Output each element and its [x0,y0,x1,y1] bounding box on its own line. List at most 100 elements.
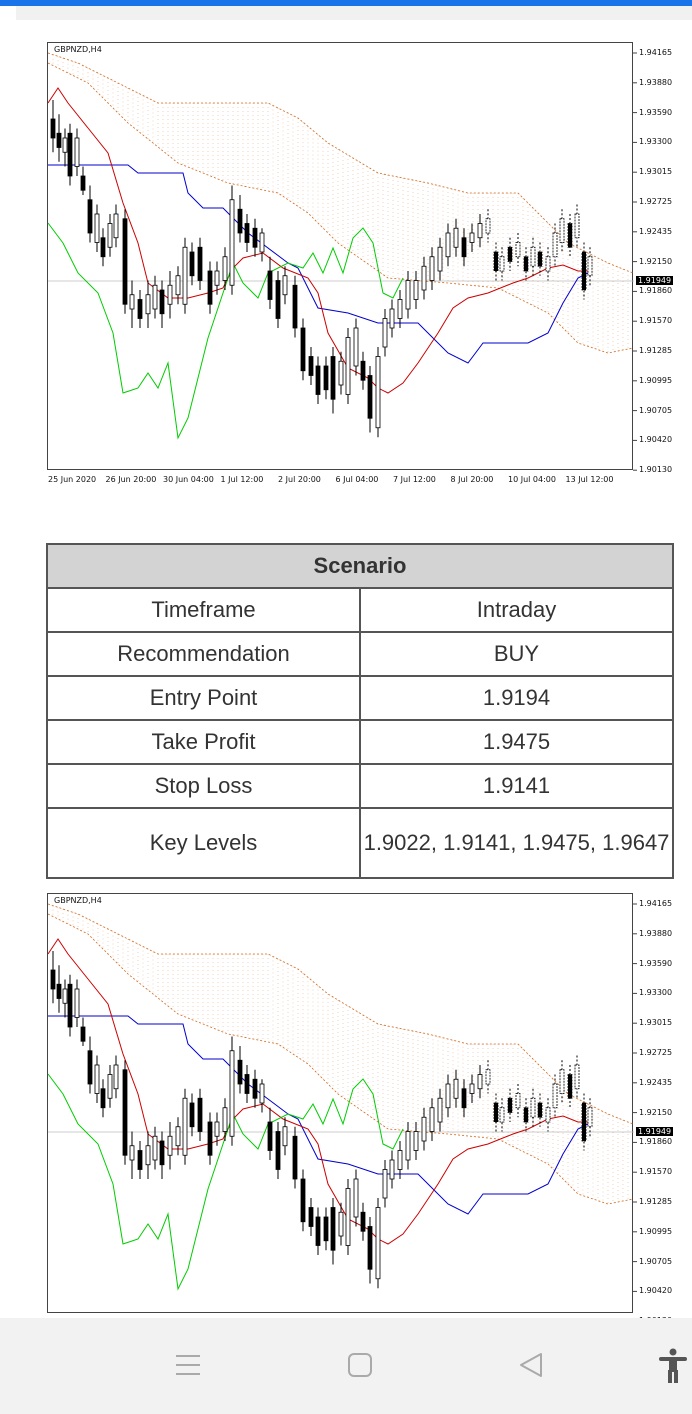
candle-body [574,1064,580,1090]
candle-body [137,299,143,319]
candle-body [375,1207,381,1280]
candle-body [62,137,68,153]
candle-body [469,1083,475,1094]
scenario-table: Scenario Timeframe Intraday Recommendatio… [46,543,674,879]
candle-body [353,327,359,367]
candle-body [360,360,366,381]
candle-body [197,246,203,281]
candle-body [189,1102,195,1128]
candle-body [367,375,373,419]
candle-body [323,365,329,391]
candle-body [175,1126,181,1147]
candle-body [552,1083,558,1109]
candle-body [94,213,100,243]
candle-body [545,256,551,272]
candle-body [523,1107,529,1123]
candle-body [275,280,281,319]
cloud-span-a [47,903,634,1125]
candle-body [229,199,235,286]
x-tick-label: 7 Jul 12:00 [393,475,436,484]
base-line [47,87,588,394]
candle-body [259,232,265,253]
candle-body [275,1131,281,1170]
candle-body [145,294,151,315]
chart-title: GBPNZD,H4 [54,45,102,54]
candle-body [413,280,419,300]
row-value: 1.9194 [359,675,674,721]
candle-body [107,1074,113,1099]
candle-body [300,1178,306,1223]
candle-body [552,232,558,258]
current-price-tag: 1.91949 [636,1127,674,1136]
candle-body [353,1178,359,1218]
candle-body [397,1150,403,1170]
y-tick-label: 1.92725 [639,1048,673,1057]
candle-body [113,213,119,239]
y-tick-label: 1.90130 [639,465,673,475]
candle-body [182,246,188,305]
row-value: BUY [359,631,674,677]
table-row: Timeframe Intraday [46,587,674,633]
x-tick-label: 25 Jun 2020 [48,475,97,484]
candle-body [292,284,298,329]
accessibility-icon[interactable] [657,1348,689,1384]
candle-body [282,1126,288,1147]
candle-body [413,1131,419,1151]
x-tick-label: 8 Jul 20:00 [450,475,494,484]
candle-body [437,1097,443,1123]
candle-body [100,237,106,258]
candle-body [445,232,451,258]
candle-body [453,227,459,248]
candle-body [300,327,306,372]
candle-body [167,284,173,305]
candle-body [56,983,62,999]
candle-body [207,1121,213,1156]
candle-body [382,318,388,348]
candle-body [244,1074,250,1094]
candle-body [74,137,80,167]
home-square-icon[interactable] [347,1352,373,1378]
y-tick-label: 1.91570 [639,1167,673,1177]
candle-body [50,118,56,139]
candle-body [237,1059,243,1085]
y-tick-label: 1.91570 [639,316,673,326]
candle-body [338,1211,344,1237]
candle-body [499,1107,505,1123]
y-tick-label: 1.94165 [639,48,673,57]
candle-body [129,294,135,310]
cloud-span-b [47,913,634,1205]
system-navigation-bar [0,1318,692,1414]
y-tick-label: 1.94165 [639,899,673,908]
candle-body [453,1078,459,1099]
candle-body [530,246,536,267]
candle-body [338,360,344,386]
chart-plot [47,52,637,471]
candle-body [197,1097,203,1132]
candle-body [315,1216,321,1246]
candle-body [345,1188,351,1246]
row-value: 1.9475 [359,719,674,765]
candle-body [587,256,593,277]
candle-body [107,223,113,248]
candle-body [159,1140,165,1166]
menu-icon[interactable] [175,1352,201,1378]
y-tick-label: 1.91285 [639,1197,673,1206]
table-row: Take Profit 1.9475 [46,719,674,765]
x-tick-label: 26 Jun 20:00 [105,475,157,484]
candle-body [574,213,580,239]
y-tick-label: 1.93300 [639,137,673,147]
table-header: Scenario [46,543,674,589]
candle-body [122,218,128,305]
table-row: Recommendation BUY [46,631,674,677]
candle-body [308,356,314,376]
y-tick-label: 1.93590 [639,958,673,968]
y-tick-label: 1.90420 [639,1286,673,1296]
candle-body [523,256,529,272]
back-triangle-icon[interactable] [518,1352,544,1378]
candle-body [559,1069,565,1094]
candle-body [493,251,499,272]
x-tick-label: 6 Jul 04:00 [335,475,379,484]
lagging-span [47,1073,404,1291]
x-tick-label: 30 Jun 04:00 [163,475,214,484]
candle-body [405,280,411,310]
